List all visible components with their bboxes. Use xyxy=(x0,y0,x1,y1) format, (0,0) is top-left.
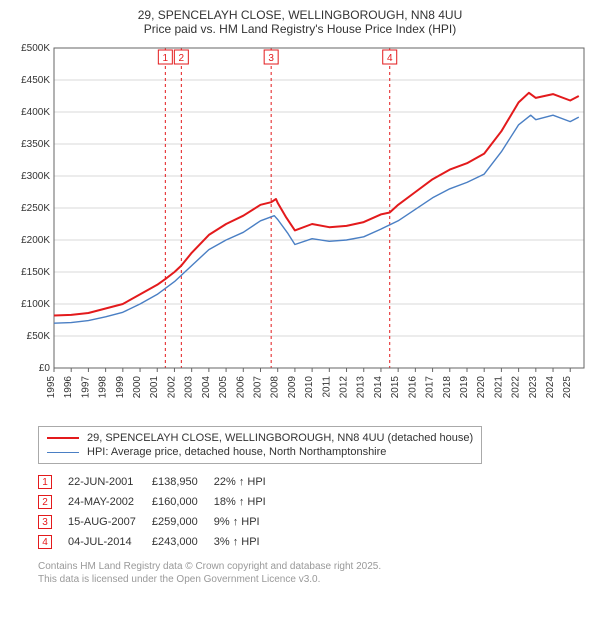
marker-label: 3 xyxy=(268,53,274,64)
x-tick-label: 2017 xyxy=(425,376,436,399)
chart-area: £0 £50K £100K £150K £200K £250K £300K £350K £400… xyxy=(8,40,592,420)
transaction-delta: 22% ↑ HPI xyxy=(214,472,282,492)
x-tick-label: 2009 xyxy=(287,376,298,399)
y-tick-label: £200K xyxy=(21,235,50,246)
x-tick-label: 1995 xyxy=(46,376,57,399)
chart-subtitle: Price paid vs. HM Land Registry's House … xyxy=(8,22,592,36)
x-tick-label: 2001 xyxy=(149,376,160,399)
transaction-date: 15-AUG-2007 xyxy=(68,512,152,532)
legend-swatch xyxy=(47,437,79,439)
marker-label: 1 xyxy=(163,53,169,64)
x-tick-label: 1997 xyxy=(80,376,91,399)
footer-attribution: Contains HM Land Registry data © Crown c… xyxy=(38,560,592,586)
x-tick-label: 2021 xyxy=(493,376,504,399)
x-tick-label: 2016 xyxy=(407,376,418,399)
transaction-delta: 3% ↑ HPI xyxy=(214,532,282,552)
legend: 29, SPENCELAYH CLOSE, WELLINGBOROUGH, NN… xyxy=(38,426,482,464)
x-tick-label: 2014 xyxy=(373,376,384,399)
x-tick-label: 2022 xyxy=(511,376,522,399)
table-row: 3 15-AUG-2007£259,0009% ↑ HPI xyxy=(38,512,282,532)
x-tick-label: 2012 xyxy=(339,376,350,399)
chart-title-block: 29, SPENCELAYH CLOSE, WELLINGBOROUGH, NN… xyxy=(8,8,592,36)
x-tick-label: 2023 xyxy=(528,376,539,399)
transaction-price: £259,000 xyxy=(152,512,214,532)
x-tick-label: 2020 xyxy=(476,376,487,399)
x-tick-label: 1998 xyxy=(98,376,109,399)
marker-label: 2 xyxy=(179,53,185,64)
y-tick-label: £250K xyxy=(21,203,50,214)
transactions-table: 1 22-JUN-2001£138,95022% ↑ HPI 2 24-MAY-200… xyxy=(38,472,282,552)
y-tick-label: £0 xyxy=(39,363,51,374)
transaction-price: £138,950 xyxy=(152,472,214,492)
table-row: 2 24-MAY-2002£160,00018% ↑ HPI xyxy=(38,492,282,512)
x-tick-label: 1996 xyxy=(63,376,74,399)
y-tick-label: £350K xyxy=(21,139,50,150)
transaction-date: 22-JUN-2001 xyxy=(68,472,152,492)
x-tick-label: 2015 xyxy=(390,376,401,399)
legend-label: 29, SPENCELAYH CLOSE, WELLINGBOROUGH, NN… xyxy=(87,432,473,444)
y-tick-label: £150K xyxy=(21,267,50,278)
y-tick-label: £100K xyxy=(21,299,50,310)
x-tick-label: 2019 xyxy=(459,376,470,399)
table-row: 1 22-JUN-2001£138,95022% ↑ HPI xyxy=(38,472,282,492)
y-tick-label: £50K xyxy=(27,331,51,342)
x-tick-label: 2018 xyxy=(442,376,453,399)
x-tick-label: 2024 xyxy=(545,376,556,399)
footer-line: Contains HM Land Registry data © Crown c… xyxy=(38,560,592,573)
y-tick-label: £500K xyxy=(21,43,50,54)
x-tick-label: 2025 xyxy=(562,376,573,399)
x-tick-label: 2006 xyxy=(235,376,246,399)
x-tick-label: 2007 xyxy=(252,376,263,399)
transaction-marker: 4 xyxy=(38,535,52,549)
x-tick-label: 2000 xyxy=(132,376,143,399)
chart-title: 29, SPENCELAYH CLOSE, WELLINGBOROUGH, NN… xyxy=(8,8,592,22)
transaction-delta: 9% ↑ HPI xyxy=(214,512,282,532)
line-chart: £0 £50K £100K £150K £200K £250K £300K £350K £400… xyxy=(8,40,592,420)
table-row: 4 04-JUL-2014£243,0003% ↑ HPI xyxy=(38,532,282,552)
y-tick-label: £400K xyxy=(21,107,50,118)
x-tick-label: 2004 xyxy=(201,376,212,399)
transaction-marker: 3 xyxy=(38,515,52,529)
marker-label: 4 xyxy=(387,53,393,64)
y-tick-label: £300K xyxy=(21,171,50,182)
transaction-marker: 2 xyxy=(38,495,52,509)
transaction-price: £243,000 xyxy=(152,532,214,552)
x-tick-label: 2013 xyxy=(356,376,367,399)
x-tick-label: 2010 xyxy=(304,376,315,399)
transaction-marker: 1 xyxy=(38,475,52,489)
x-tick-label: 2011 xyxy=(321,376,332,398)
transaction-date: 24-MAY-2002 xyxy=(68,492,152,512)
x-tick-label: 2005 xyxy=(218,376,229,399)
legend-item: 29, SPENCELAYH CLOSE, WELLINGBOROUGH, NN… xyxy=(47,431,473,445)
legend-label: HPI: Average price, detached house, Nort… xyxy=(87,446,386,458)
transaction-date: 04-JUL-2014 xyxy=(68,532,152,552)
x-tick-label: 1999 xyxy=(115,376,126,399)
x-tick-label: 2008 xyxy=(270,376,281,399)
x-tick-label: 2002 xyxy=(166,376,177,399)
x-tick-label: 2003 xyxy=(184,376,195,399)
transaction-price: £160,000 xyxy=(152,492,214,512)
transaction-delta: 18% ↑ HPI xyxy=(214,492,282,512)
y-tick-label: £450K xyxy=(21,75,50,86)
legend-swatch xyxy=(47,452,79,453)
footer-line: This data is licensed under the Open Gov… xyxy=(38,573,592,586)
legend-item: HPI: Average price, detached house, Nort… xyxy=(47,445,473,459)
